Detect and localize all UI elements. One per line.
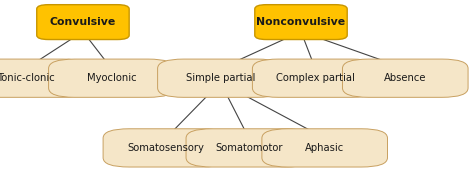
Text: Complex partial: Complex partial [276, 73, 355, 83]
Text: Somatosensory: Somatosensory [128, 143, 204, 153]
Text: Myoclonic: Myoclonic [87, 73, 136, 83]
Text: Simple partial: Simple partial [186, 73, 255, 83]
Text: Convulsive: Convulsive [50, 17, 116, 27]
Text: Aphasic: Aphasic [305, 143, 344, 153]
FancyBboxPatch shape [186, 129, 311, 167]
FancyBboxPatch shape [252, 59, 378, 97]
Text: Nonconvulsive: Nonconvulsive [256, 17, 346, 27]
FancyBboxPatch shape [255, 5, 347, 40]
FancyBboxPatch shape [103, 129, 228, 167]
FancyBboxPatch shape [48, 59, 174, 97]
FancyBboxPatch shape [0, 59, 89, 97]
FancyBboxPatch shape [157, 59, 283, 97]
Text: Somatomotor: Somatomotor [215, 143, 283, 153]
Text: Tonic-clonic: Tonic-clonic [0, 73, 55, 83]
Text: Absence: Absence [384, 73, 427, 83]
FancyBboxPatch shape [342, 59, 468, 97]
FancyBboxPatch shape [262, 129, 387, 167]
FancyBboxPatch shape [36, 5, 129, 40]
